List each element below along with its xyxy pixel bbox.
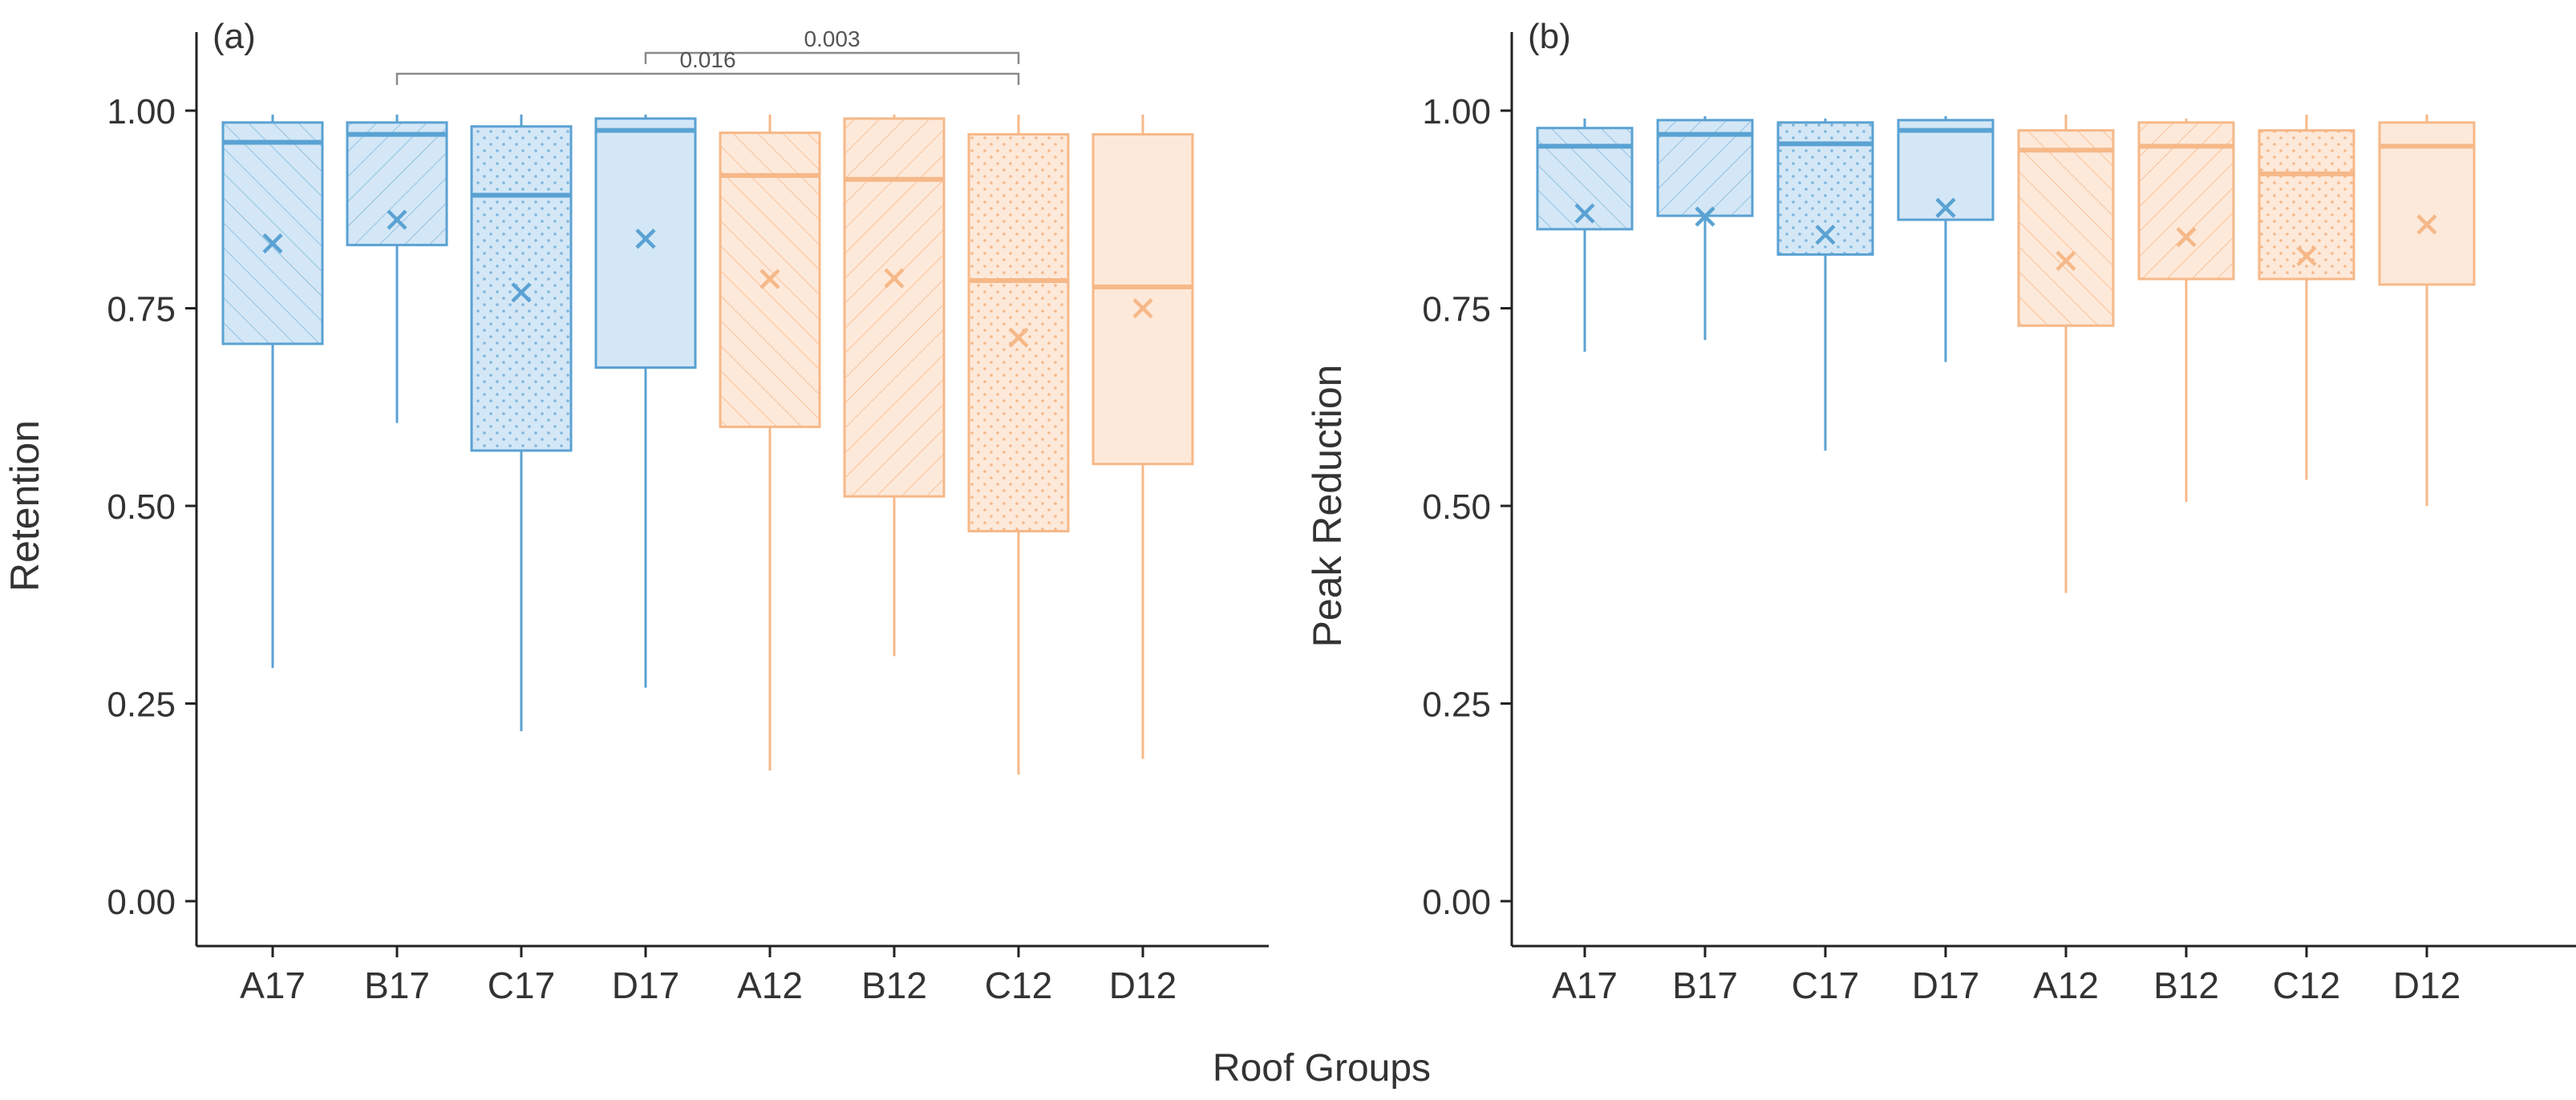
significance-bracket: 0.016: [395, 47, 1020, 85]
panel-b: (b) Peak Reduction 0.00 0.25 0.50 0.75 1.00 A17…: [1305, 17, 2576, 1006]
x-tick-label: D17: [612, 965, 679, 1006]
box-body: [346, 121, 448, 247]
x-tick-label: D17: [1912, 965, 1979, 1006]
box-b12: [843, 114, 946, 657]
box-a12: [719, 114, 821, 771]
mean-marker: [1815, 224, 1836, 245]
box-body: [2378, 121, 2476, 286]
x-tick-label: B17: [364, 965, 430, 1006]
y-tick-label: 0.25: [107, 685, 176, 725]
bracket-label: 0.016: [679, 47, 735, 72]
panel-a: (a) Retention 0.00 0.25 0.50 0.75 1.00 A17 B17 C1…: [2, 17, 1269, 1006]
mean-marker: [1008, 327, 1029, 348]
y-tick-label: 0.75: [107, 290, 176, 330]
x-tick-label: C17: [488, 965, 555, 1006]
mean-marker: [262, 233, 283, 254]
box-a12: [2017, 114, 2115, 593]
y-tick-label: 0.50: [1422, 487, 1491, 527]
box-c12: [967, 114, 1070, 775]
mean-marker: [635, 228, 656, 249]
y-tick-label: 0.00: [107, 883, 176, 922]
mean-marker: [387, 209, 407, 230]
box-body: [1092, 133, 1194, 466]
mean-marker: [1132, 297, 1153, 319]
y-tick-label: 1.00: [107, 92, 176, 131]
mean-marker: [2056, 250, 2076, 271]
mean-marker: [1574, 203, 1595, 224]
y-tick-label: 0.75: [1422, 290, 1491, 330]
box-c17: [1776, 118, 1874, 451]
x-tick-label: D12: [2393, 965, 2461, 1006]
x-tick-label: A17: [240, 965, 306, 1006]
y-axis-title: Retention: [2, 420, 47, 592]
mean-marker: [511, 282, 532, 303]
significance-bracket: 0.003: [644, 26, 1020, 64]
mean-marker: [884, 268, 905, 289]
x-tick-label: D12: [1109, 965, 1177, 1006]
box-body: [470, 125, 573, 452]
x-tick-label: C17: [1792, 965, 1859, 1006]
box-b17: [1656, 115, 1754, 340]
x-axis-title: Roof Groups: [1213, 1047, 1431, 1090]
box-body: [1897, 119, 1995, 221]
panel-label: (a): [213, 17, 256, 56]
y-tick-label: 0.00: [1422, 883, 1491, 922]
x-tick-label: A12: [2033, 965, 2099, 1006]
box-body: [2017, 129, 2115, 327]
box-body: [594, 117, 697, 369]
x-tick-label: C12: [985, 965, 1052, 1006]
mean-marker: [759, 269, 780, 289]
y-tick-label: 0.50: [107, 487, 176, 527]
box-body: [221, 121, 324, 346]
box-b17: [346, 114, 448, 423]
box-c12: [2258, 114, 2355, 480]
y-tick-label: 0.25: [1422, 685, 1491, 725]
y-tick-label: 1.00: [1422, 92, 1491, 131]
mean-marker: [2416, 214, 2437, 235]
mean-marker: [1935, 197, 1956, 218]
bracket-label: 0.003: [804, 26, 860, 51]
box-body: [967, 133, 1070, 533]
panel-label: (b): [1528, 17, 1571, 56]
box-d17: [594, 114, 697, 688]
mean-marker: [2176, 227, 2197, 248]
y-axis-title: Peak Reduction: [1305, 364, 1350, 647]
mean-marker: [1695, 206, 1715, 227]
x-tick-label: B17: [1672, 965, 1738, 1006]
mean-marker: [2296, 245, 2317, 267]
x-tick-label: A17: [1552, 965, 1618, 1006]
box-a17: [1536, 118, 1634, 352]
x-tick-label: B12: [2153, 965, 2219, 1006]
x-tick-label: B12: [861, 965, 927, 1006]
box-a17: [221, 114, 324, 669]
box-body: [843, 117, 946, 498]
box-d12: [1092, 114, 1194, 759]
x-tick-label: A12: [737, 965, 803, 1006]
box-b12: [2137, 118, 2235, 503]
x-tick-label: C12: [2273, 965, 2340, 1006]
box-d12: [2378, 114, 2476, 506]
box-c17: [470, 114, 573, 732]
box-d17: [1897, 115, 1995, 362]
